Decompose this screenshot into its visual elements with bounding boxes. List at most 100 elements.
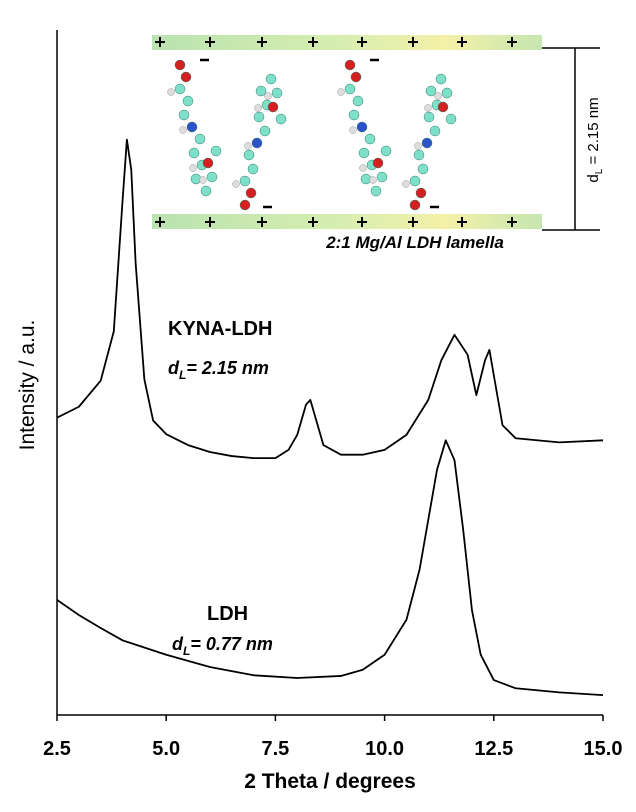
plus (507, 37, 517, 47)
atom (210, 145, 222, 157)
atom (243, 149, 255, 161)
atom (421, 137, 433, 149)
atom (245, 187, 257, 199)
atom (409, 175, 421, 187)
atom (275, 113, 287, 125)
plus (308, 37, 318, 47)
atom (186, 121, 198, 133)
x-tick-label: 2.5 (43, 738, 71, 760)
plus (155, 217, 165, 227)
plus (155, 37, 165, 47)
annotation-sub: L (179, 368, 186, 382)
atom (255, 85, 267, 97)
atom (376, 171, 388, 183)
molecules (167, 59, 457, 211)
plus (357, 37, 367, 47)
series-line (56, 439, 604, 697)
atom (352, 95, 364, 107)
atom (425, 85, 437, 97)
atom (267, 101, 279, 113)
spacing-sub: L (594, 168, 605, 174)
plus (457, 37, 467, 47)
atom (441, 87, 453, 99)
plus (257, 37, 267, 47)
atom (350, 71, 362, 83)
atom (244, 142, 252, 150)
atom (251, 137, 263, 149)
atom (364, 133, 376, 145)
series-label: LDH (207, 603, 248, 625)
x-tick-label: 15.0 (584, 738, 623, 760)
annotation-part: d (168, 358, 180, 378)
atom (413, 149, 425, 161)
atom (189, 164, 197, 172)
atom (344, 83, 356, 95)
atom (348, 109, 360, 121)
atom (194, 133, 206, 145)
atom (182, 95, 194, 107)
x-tick-label: 5.0 (152, 738, 180, 760)
atom (247, 163, 259, 175)
annotation: dL= 0.77 nm (172, 634, 273, 658)
atom (356, 121, 368, 133)
atom (424, 104, 432, 112)
annotation-sub: L (183, 644, 190, 658)
atom (174, 59, 186, 71)
atom (372, 157, 384, 169)
x-tick-label: 12.5 (474, 738, 513, 760)
atom (180, 71, 192, 83)
plus (205, 37, 215, 47)
plus (457, 217, 467, 227)
lamella-top (152, 35, 542, 50)
inset: dL = 2.15 nm 2:1 Mg/Al LDH lamella (152, 35, 605, 252)
atom (344, 59, 356, 71)
atom (253, 111, 265, 123)
spacing-part: = 2.15 nm (585, 97, 602, 168)
atom (200, 185, 212, 197)
atom (358, 147, 370, 159)
atom (167, 88, 175, 96)
series-line (56, 138, 604, 460)
atom (370, 185, 382, 197)
x-tick-label: 7.5 (261, 738, 289, 760)
atom (434, 92, 442, 100)
atom (349, 126, 357, 134)
atom (265, 73, 277, 85)
plus (257, 217, 267, 227)
series-label: KYNA-LDH (168, 318, 272, 340)
atom (414, 142, 422, 150)
plus (308, 217, 318, 227)
atom (178, 109, 190, 121)
atom (429, 125, 441, 137)
atom (380, 145, 392, 157)
atom (369, 176, 377, 184)
atom (445, 113, 457, 125)
plus (408, 217, 418, 227)
plus (408, 37, 418, 47)
atom (409, 199, 421, 211)
atom (206, 171, 218, 183)
atom (232, 180, 240, 188)
atom (202, 157, 214, 169)
plus (357, 217, 367, 227)
atom (435, 73, 447, 85)
atom (239, 175, 251, 187)
atom (264, 92, 272, 100)
lamella-bottom (152, 214, 542, 229)
atom (199, 176, 207, 184)
atom (359, 164, 367, 172)
atom (174, 83, 186, 95)
annotation-part: = 0.77 nm (190, 634, 273, 654)
charges (155, 37, 517, 227)
atom (179, 126, 187, 134)
spacing-label: dL = 2.15 nm (585, 97, 605, 182)
annotation-part: d (172, 634, 184, 654)
plus (507, 217, 517, 227)
x-axis-title: 2 Theta / degrees (244, 770, 416, 793)
annotation: dL= 2.15 nm (168, 358, 269, 382)
plus (205, 217, 215, 227)
spacing-part: d (585, 174, 602, 182)
atom (437, 101, 449, 113)
